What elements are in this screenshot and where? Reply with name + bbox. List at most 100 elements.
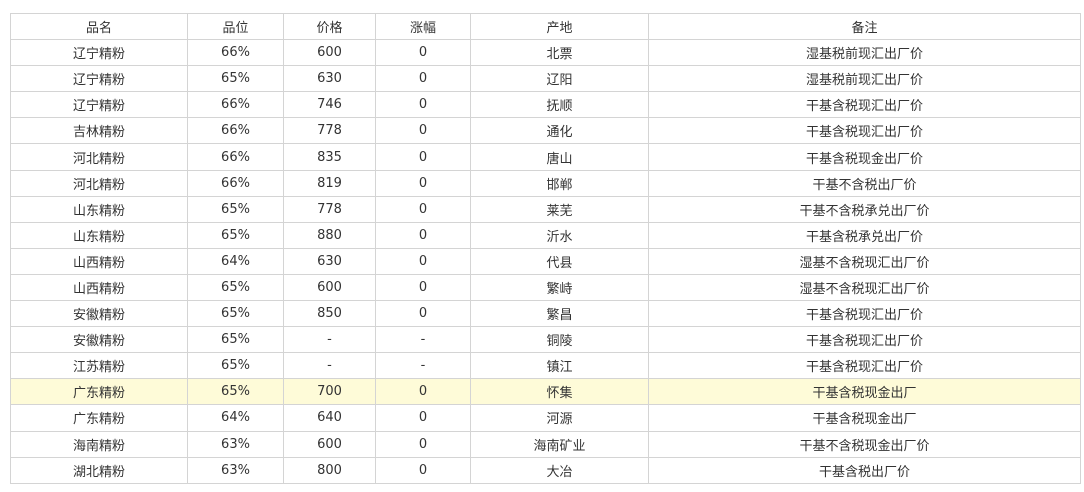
table-row: 安徽精粉 65% 850 0 繁昌 干基含税现汇出厂价	[10, 300, 1081, 328]
cell-remark: 干基含税现金出厂	[648, 378, 1081, 406]
cell-remark: 湿基不含税现汇出厂价	[648, 247, 1081, 275]
cell-change: 0	[375, 65, 471, 93]
cell-grade: 66%	[187, 39, 284, 67]
table-row: 河北精粉 66% 835 0 唐山 干基含税现金出厂价	[10, 143, 1081, 171]
cell-name: 安徽精粉	[10, 326, 188, 354]
cell-remark: 干基不含税承兑出厂价	[648, 195, 1081, 223]
cell-change: -	[375, 352, 471, 380]
cell-grade: 66%	[187, 117, 284, 145]
cell-grade: 64%	[187, 404, 284, 432]
cell-grade: 64%	[187, 247, 284, 275]
cell-price: -	[283, 326, 376, 354]
header-grade: 品位	[187, 12, 284, 41]
cell-grade: 65%	[187, 221, 284, 249]
header-name: 品名	[10, 12, 188, 41]
table-row: 辽宁精粉 66% 746 0 抚顺 干基含税现汇出厂价	[10, 91, 1081, 119]
cell-price: 746	[283, 91, 376, 119]
cell-change: 0	[375, 143, 471, 171]
cell-origin: 沂水	[470, 221, 649, 249]
cell-origin: 大冶	[470, 456, 649, 484]
cell-grade: 65%	[187, 195, 284, 223]
cell-price: 600	[283, 430, 376, 458]
cell-origin: 北票	[470, 39, 649, 67]
cell-change: 0	[375, 39, 471, 67]
cell-grade: 65%	[187, 273, 284, 302]
cell-name: 湖北精粉	[10, 456, 188, 484]
table-row: 河北精粉 66% 819 0 邯郸 干基不含税出厂价	[10, 169, 1081, 197]
cell-remark: 干基含税现汇出厂价	[648, 326, 1081, 354]
cell-remark: 干基含税现汇出厂价	[648, 91, 1081, 119]
cell-grade: 63%	[187, 430, 284, 458]
header-price: 价格	[283, 12, 376, 41]
cell-change: 0	[375, 195, 471, 223]
cell-grade: 63%	[187, 456, 284, 484]
cell-origin: 抚顺	[470, 91, 649, 119]
cell-remark: 干基含税出厂价	[648, 456, 1081, 484]
table-row: 广东精粉 65% 700 0 怀集 干基含税现金出厂	[10, 378, 1081, 406]
table-row: 辽宁精粉 65% 630 0 辽阳 湿基税前现汇出厂价	[10, 65, 1081, 93]
table-row: 吉林精粉 66% 778 0 通化 干基含税现汇出厂价	[10, 117, 1081, 145]
cell-origin: 通化	[470, 117, 649, 145]
cell-change: 0	[375, 300, 471, 328]
cell-remark: 湿基税前现汇出厂价	[648, 65, 1081, 93]
cell-origin: 河源	[470, 404, 649, 432]
cell-grade: 65%	[187, 300, 284, 328]
cell-price: 630	[283, 65, 376, 93]
cell-grade: 65%	[187, 352, 284, 380]
cell-grade: 65%	[187, 65, 284, 93]
cell-price: 600	[283, 273, 376, 302]
cell-change: 0	[375, 91, 471, 119]
cell-price: 880	[283, 221, 376, 249]
cell-origin: 镇江	[470, 352, 649, 380]
cell-grade: 65%	[187, 378, 284, 406]
cell-remark: 干基不含税出厂价	[648, 169, 1081, 197]
table-row: 辽宁精粉 66% 600 0 北票 湿基税前现汇出厂价	[10, 39, 1081, 67]
cell-origin: 莱芜	[470, 195, 649, 223]
cell-change: 0	[375, 430, 471, 458]
cell-change: 0	[375, 273, 471, 302]
cell-name: 山东精粉	[10, 195, 188, 223]
cell-remark: 干基含税现汇出厂价	[648, 117, 1081, 145]
cell-remark: 干基含税现金出厂价	[648, 143, 1081, 171]
cell-price: 778	[283, 117, 376, 145]
cell-price: 835	[283, 143, 376, 171]
cell-name: 辽宁精粉	[10, 39, 188, 67]
cell-name: 辽宁精粉	[10, 91, 188, 119]
cell-origin: 邯郸	[470, 169, 649, 197]
table-row: 湖北精粉 63% 800 0 大冶 干基含税出厂价	[10, 456, 1081, 484]
cell-change: 0	[375, 117, 471, 145]
cell-change: 0	[375, 404, 471, 432]
cell-change: 0	[375, 378, 471, 406]
cell-remark: 干基含税现汇出厂价	[648, 300, 1081, 328]
cell-name: 安徽精粉	[10, 300, 188, 328]
iron-ore-price-table: 品名 品位 价格 涨幅 产地 备注 辽宁精粉 66% 600 0 北票 湿基税前现汇出厂价…	[10, 12, 1081, 484]
header-change: 涨幅	[375, 12, 471, 41]
cell-name: 河北精粉	[10, 169, 188, 197]
cell-remark: 干基不含税现金出厂价	[648, 430, 1081, 458]
table-row: 山东精粉 65% 778 0 莱芜 干基不含税承兑出厂价	[10, 195, 1081, 223]
cell-price: 778	[283, 195, 376, 223]
table-row: 山西精粉 64% 630 0 代县 湿基不含税现汇出厂价	[10, 247, 1081, 275]
cell-remark: 干基含税承兑出厂价	[648, 221, 1081, 249]
cell-name: 海南精粉	[10, 430, 188, 458]
cell-price: 640	[283, 404, 376, 432]
cell-name: 辽宁精粉	[10, 65, 188, 93]
cell-origin: 铜陵	[470, 326, 649, 354]
table-row: 安徽精粉 65% - - 铜陵 干基含税现汇出厂价	[10, 326, 1081, 354]
cell-origin: 唐山	[470, 143, 649, 171]
cell-name: 广东精粉	[10, 404, 188, 432]
cell-origin: 繁峙	[470, 273, 649, 302]
table-header-row: 品名 品位 价格 涨幅 产地 备注	[10, 12, 1081, 41]
cell-price: 700	[283, 378, 376, 406]
cell-change: 0	[375, 221, 471, 249]
cell-price: 600	[283, 39, 376, 67]
cell-name: 广东精粉	[10, 378, 188, 406]
cell-origin: 繁昌	[470, 300, 649, 328]
cell-remark: 干基含税现汇出厂价	[648, 352, 1081, 380]
cell-price: 850	[283, 300, 376, 328]
table-row: 海南精粉 63% 600 0 海南矿业 干基不含税现金出厂价	[10, 430, 1081, 458]
cell-price: 819	[283, 169, 376, 197]
cell-origin: 怀集	[470, 378, 649, 406]
cell-price: -	[283, 352, 376, 380]
cell-origin: 辽阳	[470, 65, 649, 93]
